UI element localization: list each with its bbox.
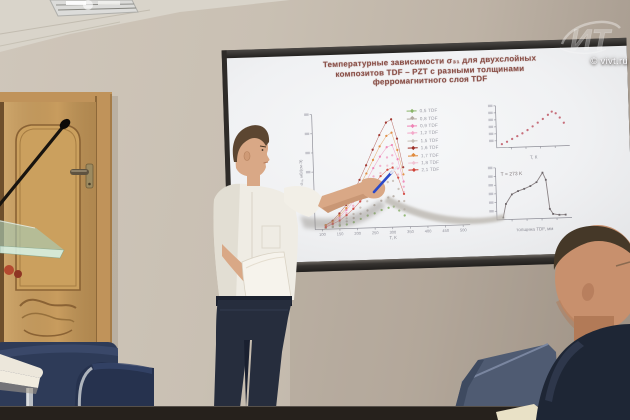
audience-shirt xyxy=(536,324,630,420)
svg-text:200: 200 xyxy=(354,231,362,236)
microphone xyxy=(0,118,71,207)
svg-text:300: 300 xyxy=(389,229,397,234)
ceiling-seam xyxy=(0,9,151,35)
audience-ear xyxy=(581,283,595,301)
presenter-jeans xyxy=(214,300,292,408)
pen-tip xyxy=(389,165,399,175)
presenter-hand xyxy=(361,177,386,199)
presenter-eyebrow xyxy=(259,145,267,148)
svg-text:σ₃₁, мВ/(см·Э): σ₃₁, мВ/(см·Э) xyxy=(298,159,304,186)
audience-brow xyxy=(615,261,630,267)
svg-text:350: 350 xyxy=(407,229,415,234)
ceiling-seam xyxy=(0,21,121,47)
svg-text:Т, К: Т, К xyxy=(389,235,397,240)
keyhole xyxy=(88,182,91,186)
vivt-logo-letters: ИТ xyxy=(570,24,613,57)
lectern-knobs xyxy=(4,265,22,278)
ceiling-light xyxy=(49,0,139,17)
door-carving xyxy=(19,298,77,337)
round-table-edge xyxy=(0,354,43,394)
vivt-logo-watermark: ИТ xyxy=(559,20,621,57)
svg-text:400: 400 xyxy=(425,228,433,233)
svg-text:T = 273 K: T = 273 K xyxy=(501,171,524,178)
svg-text:Т, К: Т, К xyxy=(530,155,538,160)
table-edge-foreground xyxy=(0,406,630,420)
svg-text:150: 150 xyxy=(337,231,345,236)
presenter-mouth xyxy=(263,161,269,164)
paper-on-table xyxy=(496,404,544,420)
chair-left-front xyxy=(74,362,154,420)
chair-chrome-leg xyxy=(26,388,33,412)
vivt-watermark: ИТ © vivt.ru xyxy=(552,14,630,72)
inset-chart-top: Т, К xyxy=(487,104,570,160)
svg-text:толщина TDF, мм: толщина TDF, мм xyxy=(516,226,553,232)
audience-head xyxy=(555,225,630,331)
svg-text:500: 500 xyxy=(460,227,468,232)
inset-chart-bottom: толщина TDF, мм T = 273 K xyxy=(487,166,573,232)
watermark-site-text: © vivt.ru xyxy=(590,56,628,67)
presenter-ear xyxy=(243,151,251,161)
svg-text:450: 450 xyxy=(442,228,450,233)
lectern-glass xyxy=(0,220,65,259)
shirt-sleeve xyxy=(284,185,323,217)
door-handle xyxy=(70,163,94,189)
chair-right-gray xyxy=(452,343,560,420)
presenter-hair xyxy=(232,125,270,162)
pen xyxy=(372,170,394,194)
svg-text:250: 250 xyxy=(372,230,380,235)
audience-hair xyxy=(553,225,630,270)
shirt-pocket xyxy=(261,225,281,249)
presenter-eye xyxy=(261,149,264,151)
presenter xyxy=(213,125,399,408)
svg-text:100: 100 xyxy=(319,232,327,237)
arm-shadow-on-screen xyxy=(300,196,504,230)
microphone-head xyxy=(59,118,71,130)
audience-member xyxy=(536,225,630,420)
